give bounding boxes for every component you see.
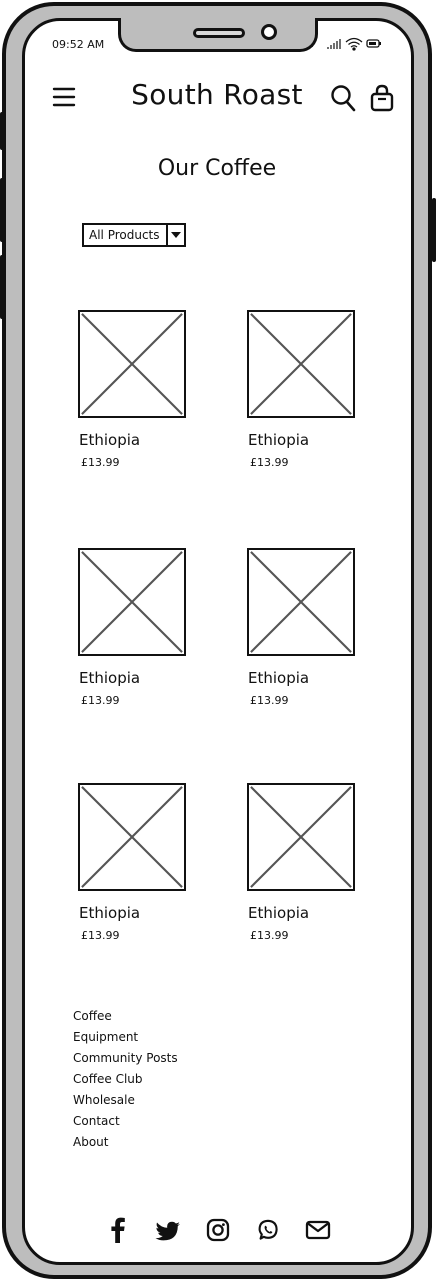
product-name[interactable]: Ethiopia [79,904,141,922]
product-price: £13.99 [250,694,289,707]
status-time: 09:52 AM [52,38,105,51]
footer-link-about[interactable]: About [73,1135,109,1149]
footer-link-community-posts[interactable]: Community Posts [73,1051,178,1065]
menu-icon[interactable] [52,86,76,108]
mail-icon [305,1220,331,1240]
footer-link-coffee-club[interactable]: Coffee Club [73,1072,143,1086]
footer-link-contact[interactable]: Contact [73,1114,120,1128]
product-image-placeholder[interactable] [78,783,186,891]
social-whatsapp[interactable] [256,1216,280,1244]
footer-link-coffee[interactable]: Coffee [73,1009,112,1023]
phone-notch [118,18,318,52]
social-instagram[interactable] [206,1216,230,1244]
phone-side-button [0,112,4,150]
product-price: £13.99 [250,456,289,469]
facebook-icon [111,1217,125,1243]
product-name[interactable]: Ethiopia [248,669,310,687]
product-card[interactable]: Ethiopia £13.99 [247,310,377,469]
wifi-icon [345,37,363,51]
product-card[interactable]: Ethiopia £13.99 [78,310,208,469]
product-filter-select[interactable]: All Products [82,223,186,247]
speaker-grille [193,28,245,38]
product-price: £13.99 [81,694,120,707]
shopping-bag-icon[interactable] [370,84,394,112]
product-image-placeholder[interactable] [78,548,186,656]
product-price: £13.99 [250,929,289,942]
page-title: Our Coffee [157,156,277,181]
front-camera [261,24,277,40]
product-image-placeholder[interactable] [247,310,355,418]
instagram-icon [206,1218,230,1242]
status-icons [327,37,381,51]
phone-side-button [432,198,436,262]
product-image-placeholder[interactable] [247,548,355,656]
product-name[interactable]: Ethiopia [248,904,310,922]
footer-link-wholesale[interactable]: Wholesale [73,1093,135,1107]
phone-side-button [0,255,4,319]
search-icon[interactable] [330,84,356,112]
signal-icon [327,39,341,49]
brand-title[interactable]: South Roast [131,78,303,111]
product-name[interactable]: Ethiopia [248,431,310,449]
social-facebook[interactable] [108,1216,128,1244]
phone-side-button [0,178,4,242]
social-twitter[interactable] [155,1216,181,1244]
product-price: £13.99 [81,929,120,942]
footer-link-equipment[interactable]: Equipment [73,1030,139,1044]
product-name[interactable]: Ethiopia [79,431,141,449]
filter-selected-value: All Products [89,228,160,242]
product-price: £13.99 [81,456,120,469]
chevron-down-icon [170,232,181,238]
product-card[interactable]: Ethiopia £13.99 [247,783,377,942]
whatsapp-icon [258,1219,278,1240]
footer-nav: Coffee Equipment Community Posts Coffee Clu… [73,1006,178,1153]
product-image-placeholder[interactable] [78,310,186,418]
twitter-icon [155,1221,180,1241]
product-card[interactable]: Ethiopia £13.99 [78,783,208,942]
product-image-placeholder[interactable] [247,783,355,891]
product-name[interactable]: Ethiopia [79,669,141,687]
battery-icon [366,39,381,48]
product-card[interactable]: Ethiopia £13.99 [78,548,208,707]
social-mail[interactable] [305,1216,331,1244]
product-card[interactable]: Ethiopia £13.99 [247,548,377,707]
filter-dropdown-button[interactable] [165,225,184,245]
